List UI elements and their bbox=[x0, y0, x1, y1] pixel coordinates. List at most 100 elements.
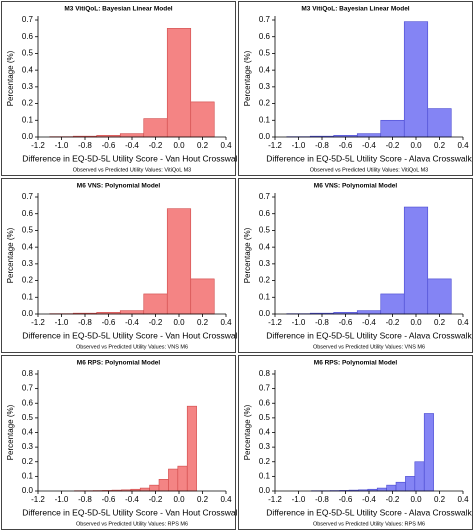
panel: M6 RPS: Polynomial Model Percentage (%) Di… bbox=[1, 355, 242, 530]
y-axis-label: Percentage (%) bbox=[6, 50, 15, 106]
y-tick-label: 0.5 bbox=[22, 413, 34, 422]
y-tick-label: 0.0 bbox=[259, 132, 271, 141]
y-tick-label: 0.6 bbox=[22, 32, 34, 41]
y-tick-label: 0.6 bbox=[259, 32, 271, 41]
chart-title: M6 RPS: Polynomial Model bbox=[314, 360, 398, 367]
x-tick-label: -0.2 bbox=[386, 318, 400, 327]
x-tick-label: -1.0 bbox=[292, 141, 306, 150]
y-tick-label: 0.6 bbox=[259, 209, 271, 218]
x-tick-label: -0.4 bbox=[362, 318, 376, 327]
y-tick-label: 0.3 bbox=[259, 442, 271, 451]
x-tick-label: -0.8 bbox=[78, 318, 92, 327]
y-tick-label: 0.5 bbox=[259, 49, 271, 58]
panel-border bbox=[238, 178, 473, 353]
y-tick-label: 0.2 bbox=[22, 276, 34, 285]
panel: M6 VNS: Polynomial Model Percentage (%) Di… bbox=[1, 178, 242, 353]
x-tick-label: 0.2 bbox=[434, 141, 446, 150]
y-axis-label: Percentage (%) bbox=[243, 227, 252, 283]
x-tick-label: -0.6 bbox=[102, 141, 116, 150]
chart-title: M6 VNS: Polynomial Model bbox=[314, 183, 398, 190]
bar bbox=[356, 133, 382, 138]
x-tick-label: -0.2 bbox=[149, 318, 163, 327]
panel-border bbox=[238, 1, 473, 176]
y-tick-label: 0.1 bbox=[259, 471, 271, 480]
x-tick-label: 0.2 bbox=[197, 141, 209, 150]
x-tick-label: -0.8 bbox=[78, 141, 92, 150]
bar bbox=[166, 28, 192, 138]
y-tick-label: 0.0 bbox=[22, 486, 34, 495]
x-tick-label: -1.0 bbox=[292, 318, 306, 327]
x-tick-label: -0.2 bbox=[149, 495, 163, 504]
x-tick-label: -0.6 bbox=[339, 318, 353, 327]
y-tick-label: 0.2 bbox=[22, 457, 34, 466]
x-tick-label: -1.2 bbox=[268, 141, 282, 150]
bar bbox=[119, 133, 145, 138]
y-axis-label: Percentage (%) bbox=[243, 50, 252, 106]
bar bbox=[403, 21, 429, 138]
x-tick-label: -1.2 bbox=[268, 495, 282, 504]
y-tick-label: 0.8 bbox=[259, 369, 271, 378]
x-tick-label: 0.4 bbox=[457, 495, 469, 504]
y-tick-label: 0.2 bbox=[259, 99, 271, 108]
y-tick-label: 0.5 bbox=[22, 49, 34, 58]
x-tick-label: 0.4 bbox=[220, 318, 232, 327]
panel: M6 RPS: Polynomial Model Percentage (%) Di… bbox=[238, 355, 473, 530]
x-axis-label: Difference in EQ-5D-5L Utility Score - A… bbox=[266, 330, 472, 340]
y-tick-label: 0.2 bbox=[259, 457, 271, 466]
y-axis-label: Percentage (%) bbox=[243, 404, 252, 460]
x-tick-label: -0.4 bbox=[362, 141, 376, 150]
subtitle: Observed vs Predicted Utility Values: RP… bbox=[76, 521, 188, 527]
y-tick-label: 0.3 bbox=[22, 82, 34, 91]
x-tick-label: -0.2 bbox=[149, 141, 163, 150]
y-tick-label: 0.4 bbox=[259, 242, 271, 251]
panel: M3 VitiQoL: Bayesian Linear Model Percent… bbox=[1, 1, 242, 176]
bar bbox=[177, 465, 188, 492]
y-tick-label: 0.3 bbox=[22, 259, 34, 268]
bar bbox=[414, 461, 425, 492]
y-tick-label: 0.7 bbox=[22, 192, 34, 201]
subtitle: Observed vs Predicted Utility Values: Vi… bbox=[310, 167, 429, 173]
x-tick-label: -1.0 bbox=[292, 495, 306, 504]
bar bbox=[395, 481, 406, 492]
chart-title: M6 VNS: Polynomial Model bbox=[77, 183, 161, 190]
bar bbox=[143, 293, 168, 315]
subtitle: Observed vs Predicted Utility Values: VN… bbox=[313, 344, 425, 350]
bar bbox=[403, 206, 429, 315]
chart-title: M6 RPS: Polynomial Model bbox=[77, 360, 161, 367]
x-tick-label: -0.2 bbox=[386, 495, 400, 504]
y-tick-label: 0.3 bbox=[22, 442, 34, 451]
y-tick-label: 0.5 bbox=[22, 226, 34, 235]
x-tick-label: -0.8 bbox=[78, 495, 92, 504]
y-tick-label: 0.7 bbox=[259, 384, 271, 393]
x-axis-label: Difference in EQ-5D-5L Utility Score - V… bbox=[22, 153, 242, 163]
y-tick-label: 0.3 bbox=[259, 259, 271, 268]
bar bbox=[158, 479, 169, 492]
panel-border bbox=[1, 1, 236, 176]
x-tick-label: -1.0 bbox=[55, 495, 69, 504]
y-tick-label: 0.4 bbox=[22, 65, 34, 74]
panel: M3 VitiQoL: Bayesian Linear Model Percent… bbox=[238, 1, 473, 176]
bar bbox=[405, 476, 416, 492]
y-tick-label: 0.1 bbox=[259, 115, 271, 124]
y-tick-label: 0.0 bbox=[259, 486, 271, 495]
x-tick-label: -1.2 bbox=[268, 318, 282, 327]
y-tick-label: 0.2 bbox=[22, 99, 34, 108]
x-tick-label: 0.0 bbox=[173, 141, 185, 150]
y-tick-label: 0.4 bbox=[22, 242, 34, 251]
bar bbox=[356, 310, 382, 315]
y-tick-label: 0.0 bbox=[22, 132, 34, 141]
x-tick-label: -1.2 bbox=[31, 318, 45, 327]
x-axis-label: Difference in EQ-5D-5L Utility Score - V… bbox=[22, 330, 242, 340]
bar bbox=[186, 405, 197, 492]
y-tick-label: 0.5 bbox=[259, 413, 271, 422]
x-tick-label: 0.2 bbox=[197, 318, 209, 327]
y-tick-label: 0.0 bbox=[259, 309, 271, 318]
y-tick-label: 0.6 bbox=[259, 398, 271, 407]
bar bbox=[427, 108, 452, 138]
x-axis-label: Difference in EQ-5D-5L Utility Score - A… bbox=[266, 153, 472, 163]
y-tick-label: 0.4 bbox=[259, 428, 271, 437]
y-axis-label: Percentage (%) bbox=[6, 404, 15, 460]
x-tick-label: -1.0 bbox=[55, 318, 69, 327]
x-tick-label: 0.2 bbox=[434, 318, 446, 327]
bar bbox=[190, 101, 215, 138]
